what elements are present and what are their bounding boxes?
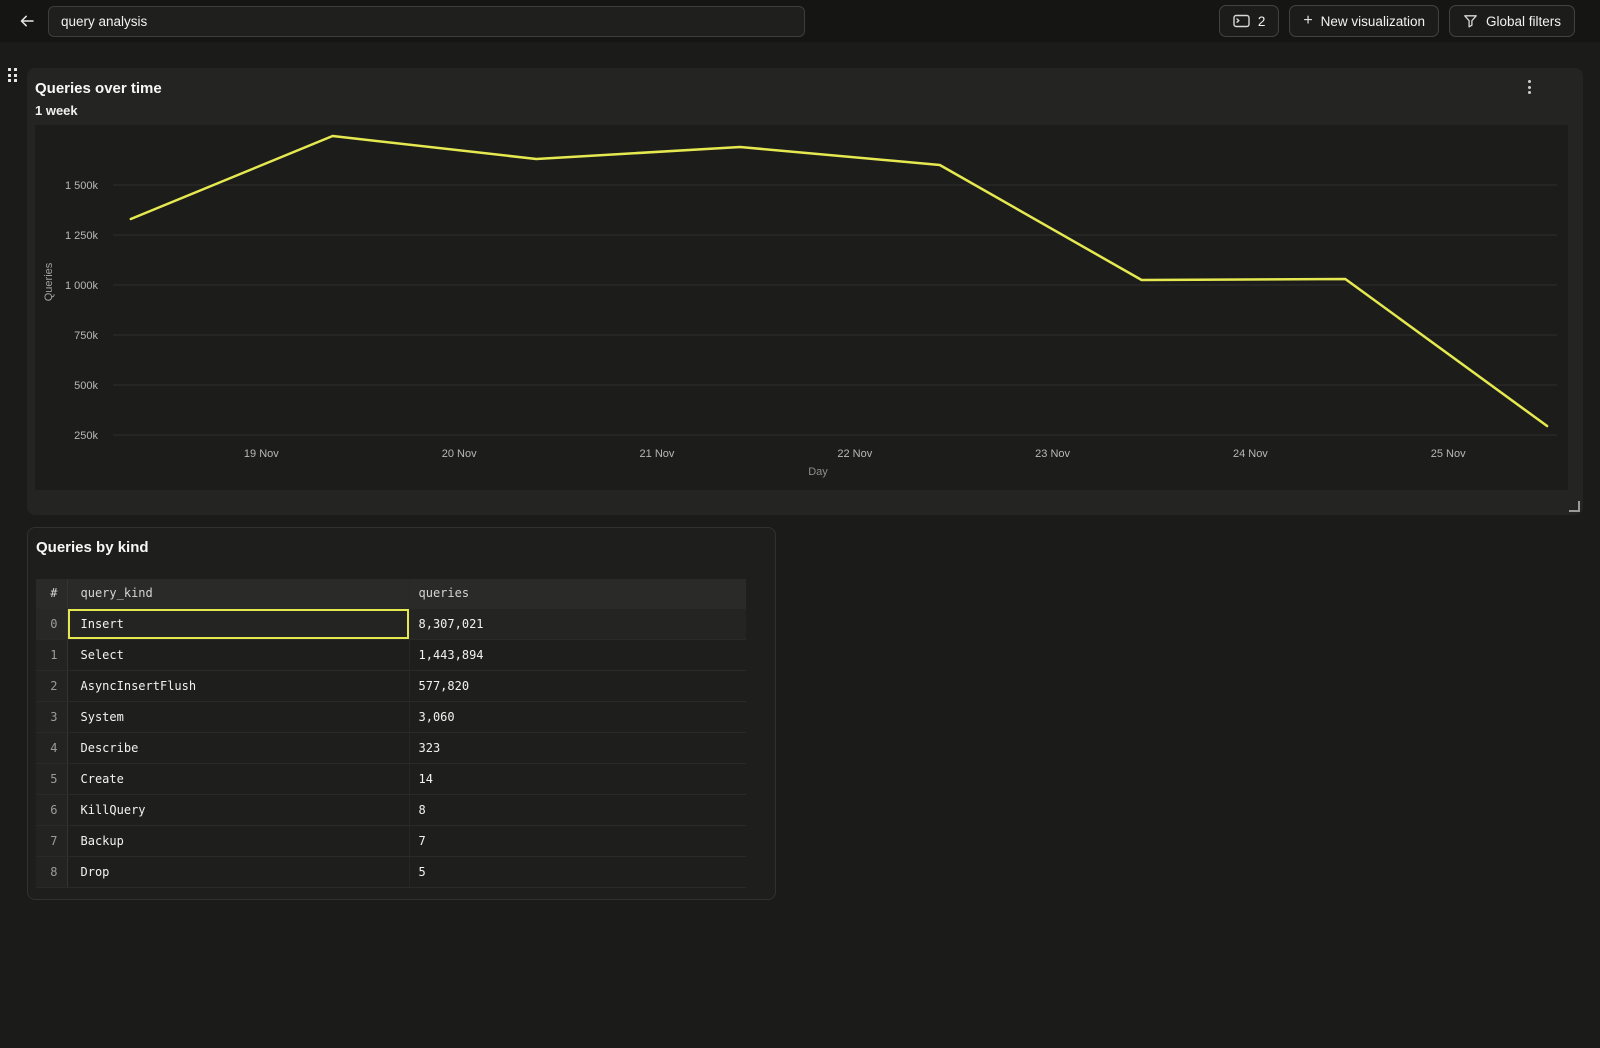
dashboard-title-input[interactable] — [48, 5, 805, 37]
row-index-cell[interactable]: 2 — [36, 670, 68, 702]
queries-count-cell[interactable]: 1,443,894 — [409, 639, 746, 671]
queries-count-cell[interactable]: 5 — [409, 856, 746, 888]
row-index-cell[interactable]: 3 — [36, 701, 68, 733]
table-title: Queries by kind — [36, 539, 149, 556]
y-tick-label: 1 250k — [65, 230, 99, 242]
table-header-row: # query_kind queries — [36, 579, 746, 609]
console-count: 2 — [1257, 13, 1266, 29]
x-tick-label: 20 Nov — [442, 448, 477, 460]
queries-count-cell[interactable]: 8,307,021 — [409, 608, 746, 640]
table-row[interactable]: 1 Select 1,443,894 — [36, 639, 746, 671]
row-index-cell[interactable]: 8 — [36, 856, 68, 888]
table-row[interactable]: 0 Insert 8,307,021 — [36, 608, 746, 640]
query-kind-cell[interactable]: Insert — [67, 608, 410, 640]
top-bar: 2 + New visualization Global filters — [0, 0, 1600, 42]
queries-count-cell[interactable]: 3,060 — [409, 701, 746, 733]
new-visualization-label: New visualization — [1320, 13, 1425, 29]
x-tick-label: 25 Nov — [1431, 448, 1466, 460]
back-button[interactable] — [13, 7, 41, 35]
global-filters-button[interactable]: Global filters — [1448, 5, 1575, 37]
chart-subtitle: 1 week — [35, 103, 78, 118]
console-count-button[interactable]: 2 — [1218, 5, 1280, 37]
row-index-cell[interactable]: 1 — [36, 639, 68, 671]
new-visualization-button[interactable]: + New visualization — [1289, 5, 1439, 37]
filter-funnel-icon — [1464, 15, 1477, 28]
column-header-query-kind[interactable]: query_kind — [67, 579, 410, 609]
dashboard-canvas: Queries over time 1 week 1 500k 1 250k 1 0… — [0, 42, 1600, 900]
y-tick-label: 1 000k — [65, 280, 99, 292]
query-kind-cell[interactable]: Drop — [67, 856, 410, 888]
row-index-cell[interactable]: 5 — [36, 763, 68, 795]
y-tick-label: 500k — [74, 380, 98, 392]
queries-count-cell[interactable]: 323 — [409, 732, 746, 764]
query-kind-cell[interactable]: AsyncInsertFlush — [67, 670, 410, 702]
table-row[interactable]: 3 System 3,060 — [36, 701, 746, 733]
query-kind-cell[interactable]: Create — [67, 763, 410, 795]
y-tick-label: 250k — [74, 430, 98, 442]
table-row[interactable]: 8 Drop 5 — [36, 856, 746, 888]
query-kind-cell[interactable]: Backup — [67, 825, 410, 857]
chart-title: Queries over time — [35, 80, 162, 97]
column-header-queries[interactable]: queries — [409, 579, 746, 609]
table-row[interactable]: 4 Describe 323 — [36, 732, 746, 764]
console-icon — [1233, 14, 1250, 28]
query-kind-cell[interactable]: Select — [67, 639, 410, 671]
table-row[interactable]: 6 KillQuery 8 — [36, 794, 746, 826]
chart-panel: Queries over time 1 week 1 500k 1 250k 1 0… — [8, 68, 1583, 515]
queries-over-time-plot: 1 500k 1 250k 1 000k 750k 500k 250k 19 Nov 20 N… — [43, 134, 1557, 478]
back-arrow-icon — [20, 15, 34, 27]
resize-handle-icon[interactable] — [1569, 501, 1580, 512]
y-tick-label: 750k — [74, 330, 98, 342]
table-row[interactable]: 7 Backup 7 — [36, 825, 746, 857]
query-kind-cell[interactable]: Describe — [67, 732, 410, 764]
queries-count-cell[interactable]: 7 — [409, 825, 746, 857]
x-tick-label: 19 Nov — [244, 448, 279, 460]
queries-count-cell[interactable]: 577,820 — [409, 670, 746, 702]
row-index-cell[interactable]: 6 — [36, 794, 68, 826]
x-tick-label: 24 Nov — [1233, 448, 1268, 460]
x-tick-label: 22 Nov — [837, 448, 872, 460]
row-index-cell[interactable]: 7 — [36, 825, 68, 857]
row-index-cell[interactable]: 4 — [36, 732, 68, 764]
x-tick-label: 21 Nov — [640, 448, 675, 460]
queries-count-cell[interactable]: 14 — [409, 763, 746, 795]
queries-count-cell[interactable]: 8 — [409, 794, 746, 826]
global-filters-label: Global filters — [1485, 13, 1561, 29]
line-chart[interactable]: 1 500k 1 250k 1 000k 750k 500k 250k 19 Nov 20 N… — [35, 125, 1568, 490]
table-row[interactable]: 2 AsyncInsertFlush 577,820 — [36, 670, 746, 702]
query-kind-cell[interactable]: KillQuery — [67, 794, 410, 826]
queries-series-line — [129, 134, 1549, 428]
panel-menu-button[interactable] — [1521, 78, 1537, 96]
row-index-cell[interactable]: 0 — [36, 608, 68, 640]
plus-icon: + — [1303, 11, 1313, 29]
x-axis-label: Day — [808, 466, 828, 478]
table-row[interactable]: 5 Create 14 — [36, 763, 746, 795]
x-tick-label: 23 Nov — [1035, 448, 1070, 460]
column-header-index[interactable]: # — [36, 579, 68, 609]
drag-handle-icon[interactable] — [8, 68, 17, 82]
query-kind-cell[interactable]: System — [67, 701, 410, 733]
queries-by-kind-table: # query_kind queries 0 Insert 8,307,021 1 Se… — [36, 579, 746, 888]
table-panel: Queries by kind # query_kind queries 0 In… — [27, 527, 776, 900]
y-tick-label: 1 500k — [65, 180, 99, 192]
y-axis-label: Queries — [43, 262, 55, 301]
